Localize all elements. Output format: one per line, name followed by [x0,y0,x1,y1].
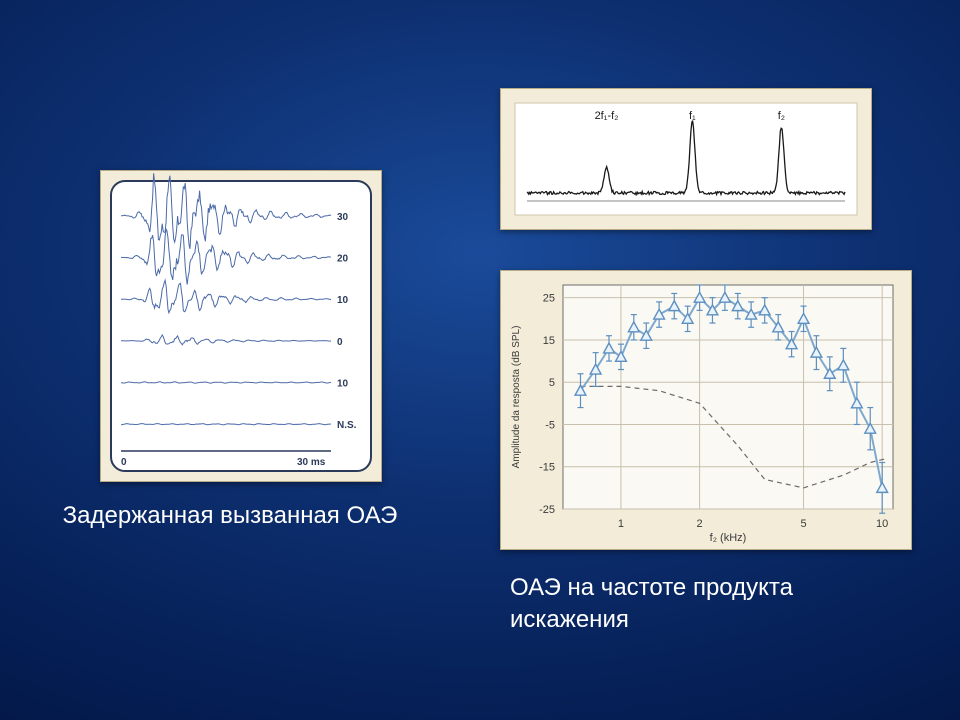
svg-text:-5: -5 [545,419,555,431]
svg-text:-15: -15 [539,462,555,474]
svg-text:1: 1 [618,518,624,530]
spectrum-svg: 2f₁-f₂ f₁ f₂ [501,89,871,229]
svg-text:f₂: f₂ [778,110,785,122]
svg-text:20: 20 [337,254,349,265]
svg-text:f₂ (kHz): f₂ (kHz) [710,532,747,544]
dpgram-svg: -25-15-55152512510f₂ (kHz)Amplitude da r… [501,271,911,549]
svg-text:25: 25 [543,293,555,305]
svg-text:5: 5 [800,518,806,530]
svg-text:f₁: f₁ [689,110,696,122]
svg-text:30: 30 [337,212,349,223]
figure-dpoae-spectrum: 2f₁-f₂ f₁ f₂ [500,88,872,230]
svg-text:5: 5 [549,377,555,389]
svg-text:Amplitude da resposta (dB SPL): Amplitude da resposta (dB SPL) [511,326,522,469]
svg-text:10: 10 [337,295,349,306]
svg-text:2f₁-f₂: 2f₁-f₂ [595,110,619,122]
svg-text:0: 0 [121,457,127,468]
caption-teoae: Задержанная вызванная ОАЭ [40,500,420,532]
figure-teoae-waveforms: 30 20 10 0 10 N.S. 0 30 ms [100,170,382,482]
svg-text:2: 2 [697,518,703,530]
teoae-svg: 30 20 10 0 10 N.S. 0 30 ms [101,171,381,481]
svg-text:30 ms: 30 ms [297,457,326,468]
slide: 30 20 10 0 10 N.S. 0 30 ms 2f₁-f₂ f₁ f₂ -25 -15 -5 5… [0,0,960,720]
svg-text:N.S.: N.S. [337,420,357,431]
svg-text:15: 15 [543,335,555,347]
svg-text:0: 0 [337,337,343,348]
svg-text:-25: -25 [539,504,555,516]
svg-text:10: 10 [876,518,888,530]
caption-dpoae: ОАЭ на частоте продукта искажения [510,572,910,637]
svg-text:10: 10 [337,379,349,390]
figure-dpgram: -25-15-55152512510f₂ (kHz)Amplitude da r… [500,270,912,550]
